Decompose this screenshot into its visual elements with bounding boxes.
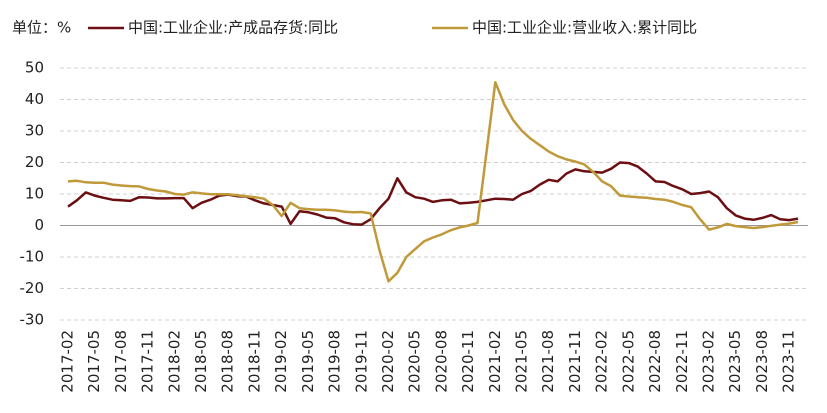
x-tick-label: 2023-08 [753, 330, 771, 393]
x-tick-label: 2018-11 [245, 330, 263, 393]
legend-label: 中国:工业企业:营业收入:累计同比 [472, 19, 697, 37]
series-line [67, 80, 799, 283]
x-tick-label: 2022-02 [593, 330, 611, 393]
x-tick-label: 2022-08 [646, 330, 664, 393]
x-tick-label: 2022-11 [673, 330, 691, 393]
x-tick-label: 2017-05 [85, 330, 103, 393]
y-tick-label: -30 [20, 311, 45, 329]
legend-label: 中国:工业企业:产成品存货:同比 [128, 19, 338, 37]
x-tick-label: 2021-05 [513, 330, 531, 393]
x-tick-label: 2021-08 [539, 330, 557, 393]
x-tick-label: 2021-02 [486, 330, 504, 393]
y-tick-label: 50 [25, 59, 44, 77]
y-tick-label: 10 [25, 185, 44, 203]
y-tick-label: 20 [25, 153, 44, 171]
y-tick-label: 30 [25, 122, 44, 140]
x-tick-label: 2023-05 [726, 330, 744, 393]
unit-label: 单位：% [12, 19, 71, 37]
x-tick-label: 2017-08 [112, 330, 130, 393]
x-tick-label: 2020-05 [406, 330, 424, 393]
x-tick-label: 2019-08 [326, 330, 344, 393]
x-tick-label: 2021-11 [566, 330, 584, 393]
x-tick-label: 2018-08 [219, 330, 237, 393]
y-tick-label: 0 [34, 216, 44, 234]
x-tick-label: 2017-11 [139, 330, 157, 393]
y-tick-label: -10 [20, 248, 45, 266]
x-tick-label: 2019-11 [352, 330, 370, 393]
x-tick-label: 2022-05 [619, 330, 637, 393]
y-tick-label: 40 [25, 90, 44, 108]
x-tick-label: 2017-02 [59, 330, 77, 393]
x-tick-label: 2020-08 [432, 330, 450, 393]
x-tick-label: 2023-02 [699, 330, 717, 393]
x-tick-label: 2023-11 [780, 330, 798, 393]
series-line [67, 161, 799, 226]
y-tick-label: -20 [20, 279, 45, 297]
x-tick-label: 2018-05 [192, 330, 210, 393]
x-tick-label: 2020-02 [379, 330, 397, 393]
x-tick-label: 2018-02 [165, 330, 183, 393]
x-tick-label: 2020-11 [459, 330, 477, 393]
x-tick-label: 2019-02 [272, 330, 290, 393]
x-tick-label: 2019-05 [299, 330, 317, 393]
